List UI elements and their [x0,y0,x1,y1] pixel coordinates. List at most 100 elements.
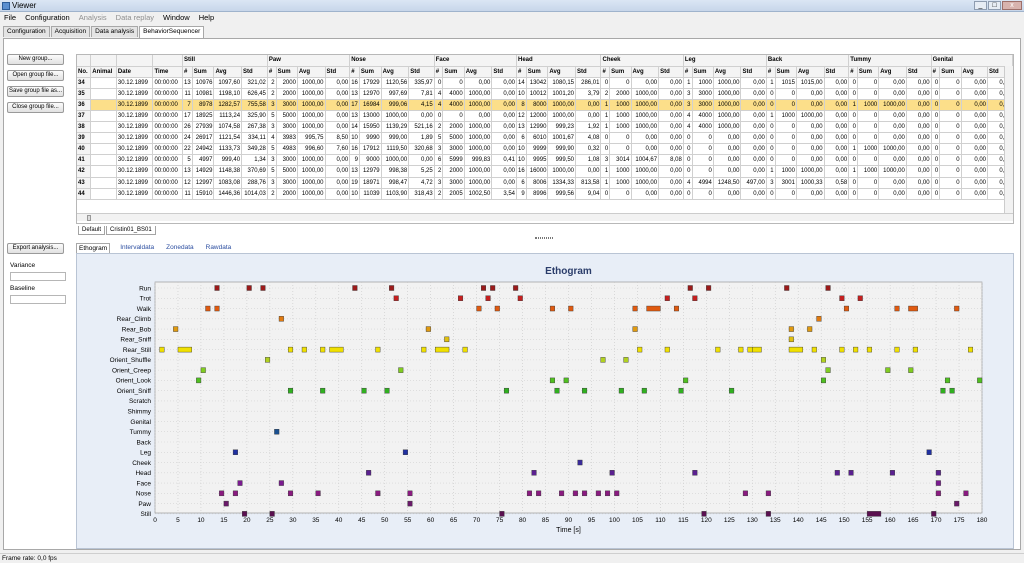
table-cell: 0 [848,77,858,89]
event-mark [784,285,790,291]
column-header[interactable]: Std [408,66,435,78]
column-header[interactable]: Sum [442,66,465,78]
table-cell: 00:00:00 [152,132,184,145]
menu-window[interactable]: Window [163,13,190,22]
column-header[interactable]: # [349,66,360,78]
column-header[interactable]: Avg [961,66,989,78]
tab-acquisition[interactable]: Acquisition [50,26,91,37]
column-header[interactable]: Std [241,66,268,78]
column-header[interactable]: # [600,66,611,78]
column-header[interactable]: Std [740,66,767,78]
column-header[interactable]: Sum [276,66,298,78]
table-cell: 349,28 [241,143,268,156]
column-header[interactable]: # [516,66,527,78]
tab-ethogram[interactable]: Ethogram [76,243,111,253]
menu-help[interactable]: Help [198,13,215,22]
column-header[interactable]: Avg [631,66,660,78]
splitter-handle[interactable] [535,237,553,239]
column-header[interactable]: # [931,66,941,78]
column-header[interactable]: Avg [713,66,742,78]
event-mark [618,387,624,394]
column-header[interactable]: Std [824,66,850,78]
column-header[interactable]: Std [658,66,684,78]
column-header[interactable]: Sum [857,66,880,78]
column-header[interactable]: Std [575,66,602,78]
column-header[interactable]: Avg [213,66,243,78]
column-header[interactable]: Std [491,66,518,78]
table-vertical-scrollbar[interactable] [1004,66,1013,213]
table-row[interactable]: 37 30.12.1899 00:00:00 17 18925 1113,24 325,90… [77,110,1013,123]
menu-analysis[interactable]: Analysis [78,13,107,22]
column-header[interactable]: Animal [90,66,117,78]
new-group-button[interactable]: New group... [7,54,64,65]
column-header[interactable]: Avg [547,66,577,78]
menu-configuration[interactable]: Configuration [25,13,70,22]
variance-field[interactable] [10,272,66,281]
table-cell: 0,00 [325,177,351,189]
column-header[interactable]: Std [325,66,351,78]
column-header[interactable]: # [434,66,444,78]
column-header[interactable]: Avg [381,66,410,78]
table-cell: 1000,00 [713,88,742,100]
tab-intervaldata[interactable]: Intervaldata [120,244,155,251]
column-header[interactable]: Avg [297,66,326,78]
column-header[interactable]: No. [77,66,92,78]
column-header[interactable]: Sum [939,66,962,78]
column-header[interactable]: # [683,66,693,78]
table-row[interactable]: 41 30.12.1899 00:00:00 5 4997 999,40 1,34 3 3000… [77,154,1013,167]
tab-data-analysis[interactable]: Data analysis [91,26,139,37]
export-analysis-button[interactable]: Export analysis... [7,243,64,254]
table-cell: 3000 [276,121,298,134]
table-row[interactable]: 39 30.12.1899 00:00:00 24 26917 1121,54 334,11… [77,132,1013,145]
column-header[interactable]: Sum [526,66,549,78]
tab-configuration[interactable]: Configuration [3,26,50,37]
column-header[interactable]: Std [906,66,932,78]
column-header[interactable]: # [182,66,193,78]
table-cell: 0,00 [740,132,767,145]
event-mark [857,295,863,301]
table-cell: 1000,00 [297,88,326,100]
scrollbar-thumb[interactable] [87,215,91,221]
table-row[interactable]: 36 30.12.1899 00:00:00 7 8978 1282,57 755,58 3 3… [77,99,1013,111]
column-header[interactable]: Sum [775,66,797,78]
table-row[interactable]: 38 30.12.1899 00:00:00 26 27939 1074,58 267,38… [77,121,1013,134]
maximize-button[interactable]: □ [988,1,1001,10]
table-horizontal-scrollbar[interactable] [77,213,1013,221]
table-cell: 00:00:00 [152,77,184,89]
open-group-button[interactable]: Open group file... [7,70,64,81]
column-header[interactable]: # [766,66,776,78]
column-header[interactable]: Avg [464,66,493,78]
column-header[interactable]: Sum [692,66,714,78]
save-group-button[interactable]: Save group file as... [7,86,64,97]
column-header[interactable]: Date [116,66,154,78]
column-header[interactable]: Sum [192,66,215,78]
table-row[interactable]: 42 30.12.1899 00:00:00 13 14929 1148,38 370,69… [77,165,1013,178]
column-header[interactable]: Sum [609,66,632,78]
table-row[interactable]: 34 30.12.1899 00:00:00 13 10976 1097,60 321,02… [77,77,1013,89]
table-cell: 1148,38 [213,165,243,178]
sheet-tab-cristin[interactable]: Cristin01_BS01 [106,226,156,235]
table-row[interactable]: 43 30.12.1899 00:00:00 12 12997 1083,08 288,76… [77,177,1013,189]
baseline-field[interactable] [10,295,66,304]
table-row[interactable]: 40 30.12.1899 00:00:00 22 24942 1133,73 349,28… [77,143,1013,156]
column-header[interactable]: # [267,66,277,78]
table-row[interactable]: 35 30.12.1899 00:00:00 11 10981 1198,10 626,45… [77,88,1013,100]
tab-rawdata[interactable]: Rawdata [205,244,232,251]
event-mark [278,316,284,322]
column-header[interactable]: Sum [359,66,382,78]
sheet-tab-default[interactable]: Default [78,226,106,235]
column-header[interactable]: Time [152,66,184,78]
column-header[interactable]: # [848,66,858,78]
table-cell: 0,00 [961,77,989,89]
column-header[interactable]: Avg [878,66,907,78]
minimize-button[interactable]: _ [974,1,987,10]
tab-zonedata[interactable]: Zonedata [166,244,194,251]
close-button[interactable]: x [1002,1,1022,10]
table-row[interactable]: 44 30.12.1899 00:00:00 11 15910 1446,36 1014,0… [77,188,1013,200]
menu-data-replay[interactable]: Data replay [115,13,155,22]
menu-file[interactable]: File [4,13,17,22]
table-cell: 1000,00 [464,165,493,178]
tab-behaviorsequencer[interactable]: BehaviorSequencer [139,26,205,38]
close-group-button[interactable]: Close group file... [7,102,64,113]
column-header[interactable]: Avg [796,66,825,78]
